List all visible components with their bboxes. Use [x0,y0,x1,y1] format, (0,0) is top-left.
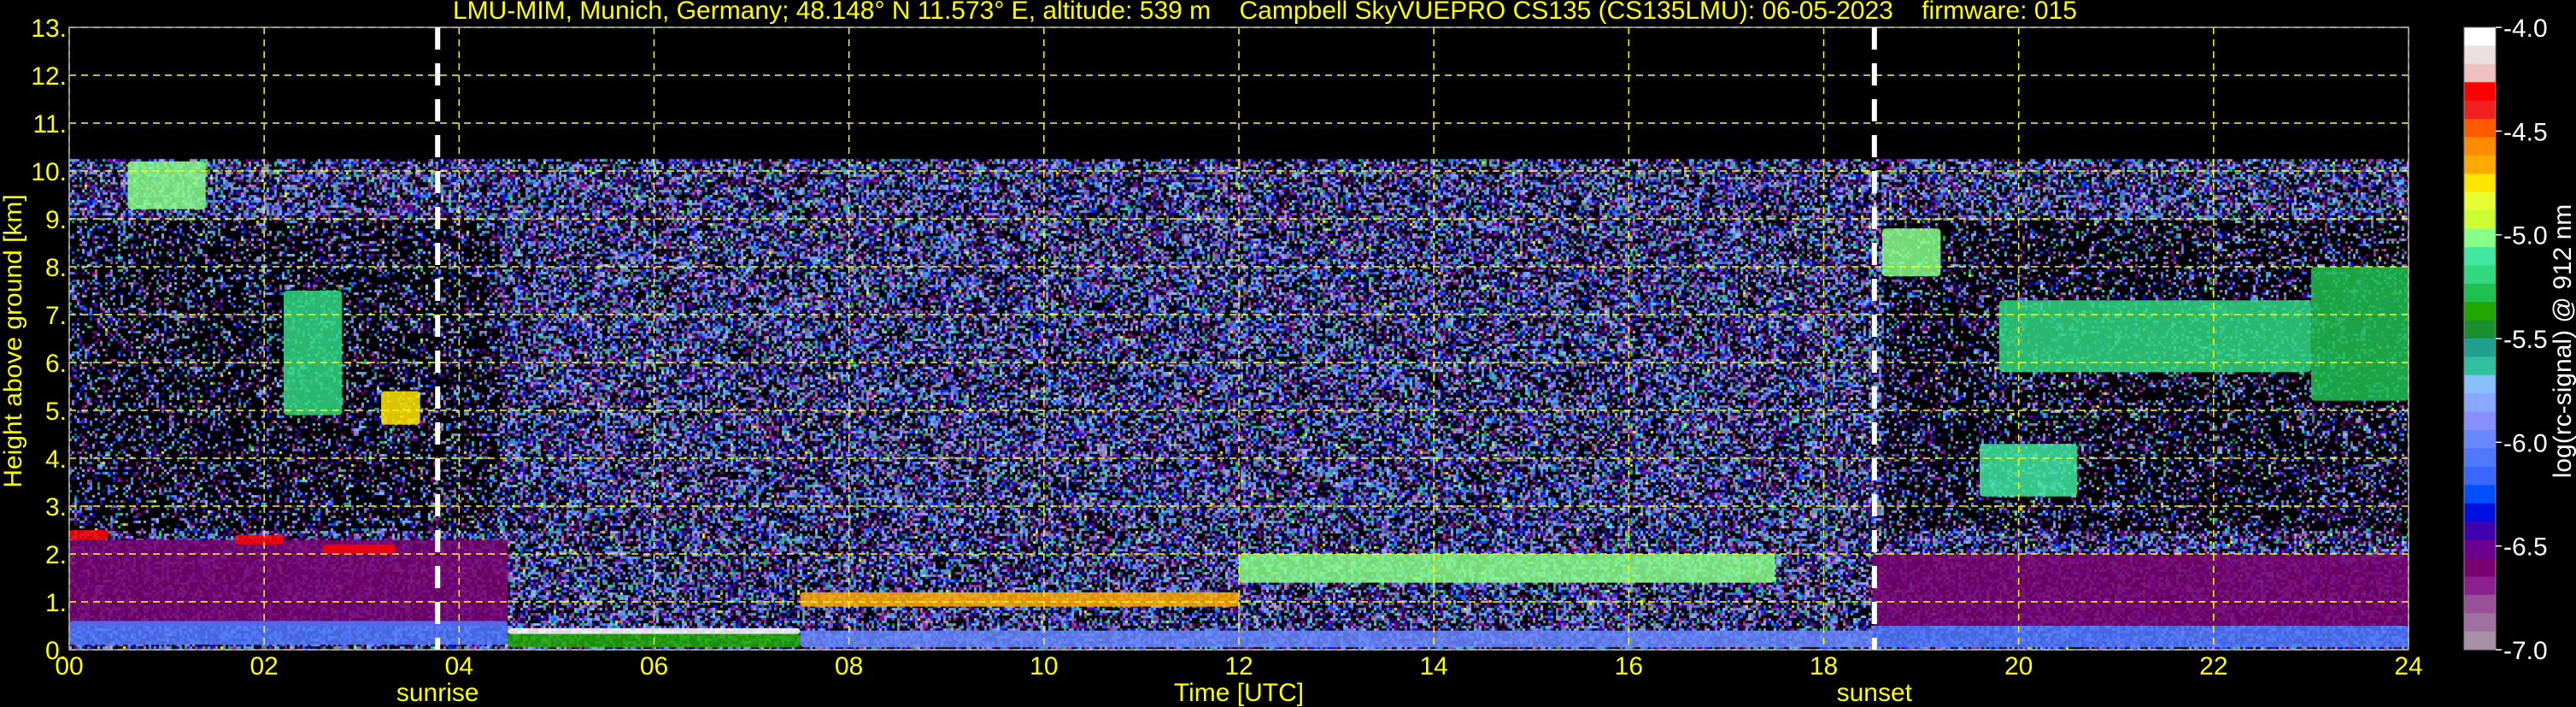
colorbar-band [2464,339,2496,357]
y-tick-label: 0. [45,637,67,665]
signal-feature [1239,554,1775,583]
colorbar-band [2464,100,2496,120]
signal-feature [800,592,1239,607]
signal-feature [1872,554,2409,626]
colorbar-tick-label: -4.0 [2503,15,2548,43]
x-tick-label: 18 [1810,652,1838,680]
backscatter-features [69,161,2409,648]
colorbar-band [2464,191,2496,211]
x-tick-label: 14 [1419,652,1447,680]
colorbar-band [2464,576,2496,596]
colorbar-band [2464,466,2496,486]
colorbar-band [2464,356,2496,376]
colorbar-band [2464,27,2496,46]
colorbar-tick-label: -5.5 [2503,326,2548,354]
signal-feature [1872,626,2409,648]
colorbar-band [2464,155,2496,174]
colorbar-band [2464,45,2496,65]
axis-ticks: 00 02 04 06 08 10 12 14 16 18 20 22 24 0. 1. 2. 3. 4. 5. 6.… [31,15,2422,680]
sunset-label: sunset [1836,679,1912,707]
y-axis-label: Height above ground [km] [0,194,27,488]
plot-frame [68,27,2409,651]
signal-feature [283,291,343,415]
y-tick-label: 1. [45,589,67,617]
signal-feature [69,539,508,626]
y-tick-label: 2. [45,541,67,569]
colorbar-band [2464,430,2496,449]
colorbar-tick-label: -6.0 [2503,429,2548,457]
colorbar-band [2464,411,2496,431]
colorbar-label: log(rc-signal) @ 912 nm [2549,203,2576,479]
colorbar-band [2464,521,2496,541]
x-tick-label: 10 [1030,652,1058,680]
signal-feature [127,161,206,209]
y-tick-label: 4. [45,445,67,474]
signal-feature [381,391,420,425]
signal-feature [1998,300,2311,373]
x-tick-label: 22 [2199,652,2227,680]
y-tick-label: 7. [45,302,67,330]
chart-title: LMU-MIM, Munich, Germany; 48.148° N 11.5… [453,0,2077,25]
signal-feature [1881,228,1941,277]
colorbar-tick-label: -4.5 [2503,118,2548,146]
x-tick-label: 24 [2394,652,2422,680]
signal-feature [69,621,508,645]
x-tick-label: 12 [1224,652,1253,680]
colorbar-band [2464,393,2496,413]
signal-feature [234,534,284,545]
colorbar-band [2464,631,2496,651]
colorbar-band [2464,539,2496,559]
y-tick-label: 9. [45,206,67,234]
x-axis-label: Time [UTC] [1173,679,1305,707]
sunrise-label: sunrise [396,679,479,707]
colorbar-tick-label: -6.5 [2503,533,2548,562]
sun-markers [435,27,1877,650]
colorbar-band [2464,137,2496,156]
colorbar-band [2464,594,2496,614]
y-tick-label: 5. [45,398,67,426]
y-tick-label: 8. [45,254,67,282]
colorbar-band [2464,283,2496,303]
signal-feature [322,544,396,554]
colorbar: -4.0 -4.5 -5.0 -5.5 -6.0 -6.5 -7.0 [2463,15,2548,665]
colorbar-band [2464,119,2496,138]
colorbar-band [2464,557,2496,577]
colorbar-band [2464,485,2496,504]
grid [68,27,2409,651]
x-tick-label: 06 [640,652,668,680]
colorbar-tick-label: -7.0 [2503,637,2548,665]
colorbar-band [2464,503,2496,522]
colorbar-band [2464,448,2496,468]
colorbar-band [2464,374,2496,394]
colorbar-band [2464,63,2496,83]
colorbar-band [2464,302,2496,321]
signal-feature [2310,267,2409,401]
signal-feature [69,530,109,540]
x-tick-label: 02 [249,652,278,680]
signal-feature [1980,444,2078,497]
colorbar-band [2464,210,2496,230]
x-tick-label: 20 [2004,652,2033,680]
colorbar-band [2464,320,2496,339]
y-tick-label: 6. [45,350,67,378]
x-tick-label: 00 [55,652,83,680]
y-tick-label: 10. [31,158,67,186]
colorbar-band [2464,613,2496,633]
colorbar-band [2464,228,2496,248]
signal-feature [800,630,1873,648]
x-tick-label: 04 [445,652,473,680]
y-tick-label: 11. [33,110,67,138]
y-tick-label: 3. [45,493,67,521]
y-tick-label: 13. [31,15,67,43]
x-tick-label: 08 [835,652,863,680]
colorbar-band [2464,246,2496,266]
y-tick-label: 12. [31,62,67,91]
colorbar-band [2464,82,2496,102]
x-tick-label: 16 [1615,652,1643,680]
colorbar-band [2464,174,2496,193]
colorbar-band [2464,265,2496,285]
colorbar-tick-label: -5.0 [2503,222,2548,250]
